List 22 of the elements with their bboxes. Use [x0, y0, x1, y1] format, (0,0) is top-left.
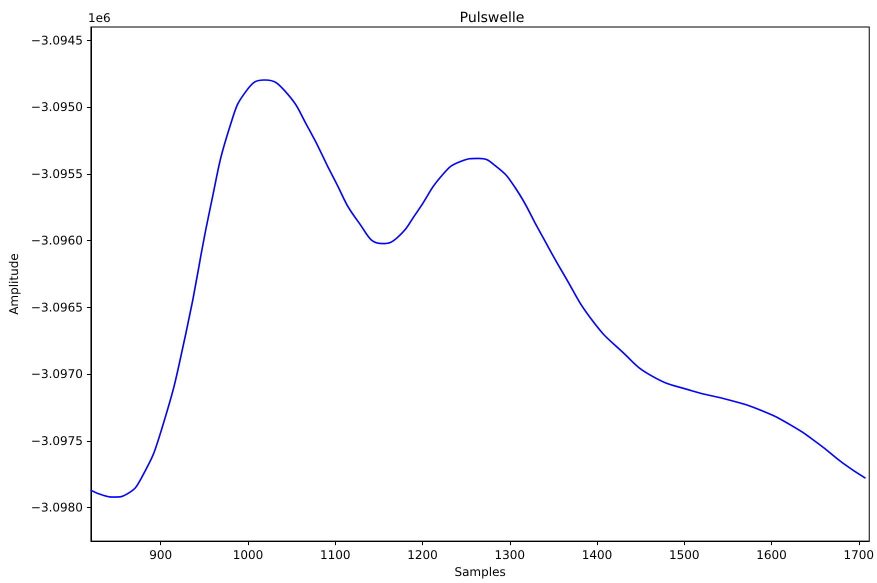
y-tick-label: −3.0970	[30, 367, 83, 382]
y-tick-label: −3.0960	[30, 234, 83, 248]
x-tick-label: 1200	[407, 548, 438, 562]
y-tick-label: −3.0955	[30, 166, 83, 181]
y-tick-label: −3.0965	[30, 300, 83, 314]
y-axis-title: Amplitude	[7, 253, 21, 315]
x-tick-label: 1000	[232, 548, 264, 562]
y-tick-label: −3.0975	[30, 434, 83, 448]
x-tick-label: 1600	[756, 548, 787, 562]
y-tick-label: −3.0980	[30, 500, 83, 515]
y-tick-label: −3.0945	[30, 33, 83, 48]
x-tick-label: 1500	[668, 548, 700, 562]
text: 1e6	[88, 11, 111, 25]
x-axis-title: Samples	[454, 565, 506, 579]
chart-title: Pulswelle	[460, 10, 524, 26]
x-tick-label: 1300	[494, 548, 526, 562]
x-tick-label: 1100	[320, 548, 351, 562]
y-tick-label: −3.0950	[30, 100, 83, 114]
x-tick-label: 1400	[582, 548, 612, 562]
x-tick-label: 1700	[843, 548, 874, 562]
line-series	[90, 79, 866, 498]
x-tick-label: 900	[149, 548, 172, 562]
